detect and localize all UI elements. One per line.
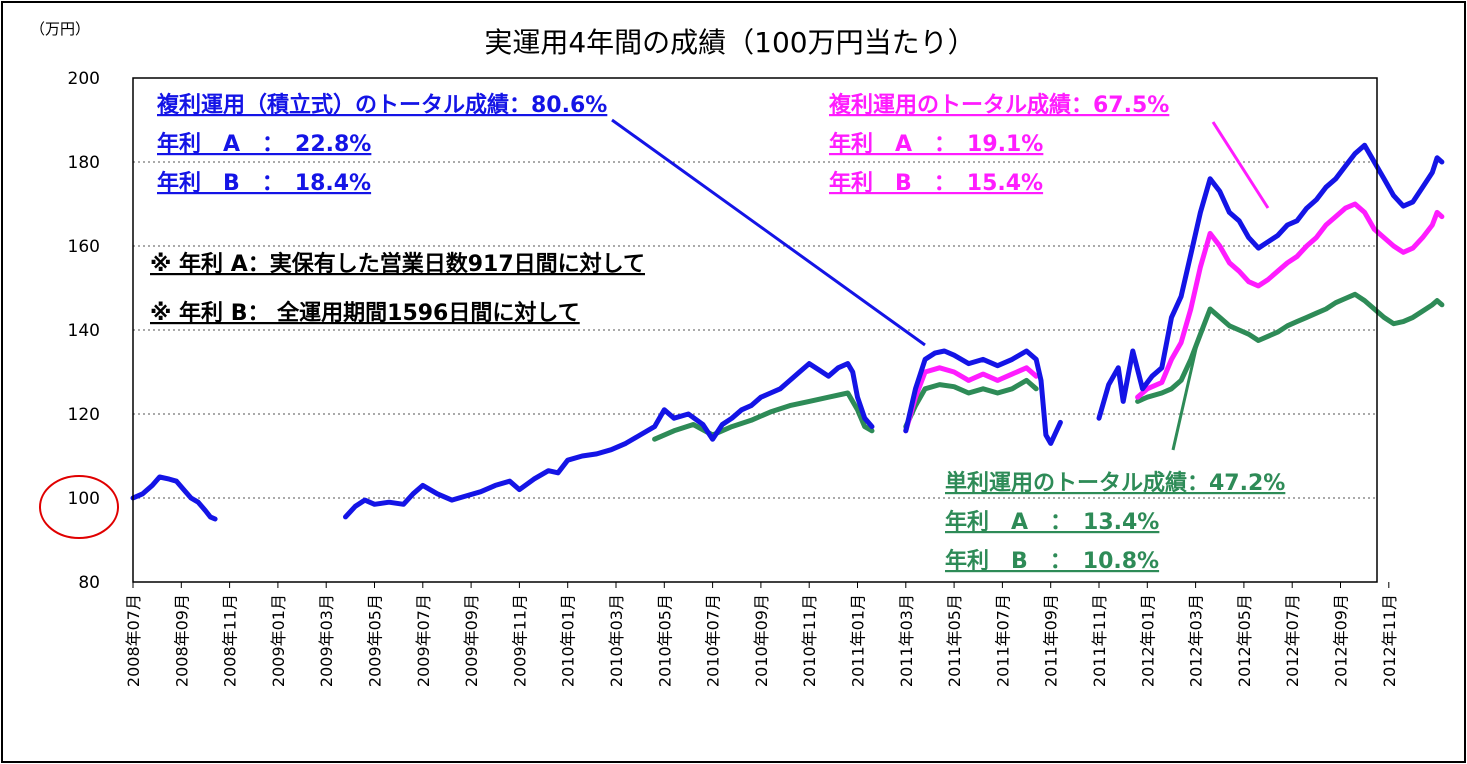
x-tick-label: 2009年03月 [317, 594, 336, 687]
annotation-compound-line-0: 複利運用のトータル成績：67.5% [829, 92, 1169, 118]
chart-title: 実運用4年間の成績（100万円当たり） [484, 26, 975, 59]
x-tick-label: 2011年03月 [897, 594, 916, 687]
x-tick-label: 2010年11月 [800, 594, 819, 687]
y-axis-ticks: 80 100 120 140 160 180 200 [68, 69, 100, 593]
annotation-compound-accum-line-0: 複利運用（積立式）のトータル成績：80.6% [157, 92, 607, 118]
annotation-compound-line-2: 年利 B ： 15.4% [829, 170, 1043, 196]
x-tick-label: 2012年05月 [1235, 594, 1254, 687]
y-tick-label: 80 [78, 573, 100, 593]
grid [133, 161, 1377, 499]
x-tick-label: 2012年03月 [1187, 594, 1206, 687]
highlight-100-circle [39, 475, 119, 539]
annotations: 複利運用（積立式）のトータル成績：80.6% 年利 A ： 22.8% 年利 B ：… [150, 92, 1285, 574]
y-tick-label: 120 [68, 405, 100, 425]
x-tick-label: 2011年01月 [849, 594, 868, 687]
annotation-simple-line-2: 年利 B ： 10.8% [945, 548, 1159, 574]
x-tick-label: 2012年11月 [1380, 594, 1399, 687]
y-unit-label: （万円） [30, 20, 90, 38]
x-tick-label: 2010年07月 [704, 594, 723, 687]
x-tick-label: 2008年11月 [221, 594, 240, 687]
annotation-simple-line-1: 年利 A ： 13.4% [945, 509, 1159, 535]
annotation-compound-accum-line-1: 年利 A ： 22.8% [157, 131, 371, 157]
annotation-notes-line-0: ※ 年利 A：実保有した営業日数917日間に対して [150, 251, 645, 277]
y-tick-label: 180 [68, 153, 100, 173]
pointer-compound-accum [611, 118, 926, 347]
y-tick-label: 200 [68, 69, 100, 89]
y-tick-label: 140 [68, 321, 100, 341]
x-tick-label: 2011年05月 [945, 594, 964, 687]
series-line-1 [903, 201, 1445, 434]
x-tick-label: 2012年01月 [1138, 594, 1157, 687]
annotation-simple-line-0: 単利運用のトータル成績：47.2% [945, 470, 1285, 496]
x-tick-label: 2009年11月 [510, 594, 529, 687]
series-line-2 [652, 291, 1445, 442]
x-tick-label: 2011年09月 [1042, 594, 1061, 687]
x-tick-label: 2010年01月 [559, 594, 578, 687]
annotation-compound-accum-line-2: 年利 B ： 18.4% [157, 170, 371, 196]
x-tick-label: 2009年07月 [414, 594, 433, 687]
y-tick-label: 100 [68, 489, 100, 509]
x-tick-label: 2012年07月 [1283, 594, 1302, 687]
x-tick-label: 2008年07月 [124, 594, 143, 687]
x-tick-label: 2012年09月 [1332, 594, 1351, 687]
x-tick-label: 2011年11月 [1090, 594, 1109, 687]
x-tick-label: 2010年03月 [607, 594, 626, 687]
plot-area [132, 77, 1378, 583]
pointer-compound [1211, 121, 1270, 209]
series-group [130, 142, 1445, 522]
x-tick-label: 2010年05月 [655, 594, 674, 687]
x-tick-label: 2008年09月 [172, 594, 191, 687]
x-tick-label: 2009年05月 [366, 594, 385, 687]
x-tick-label: 2009年09月 [462, 594, 481, 687]
x-tick-label: 2011年07月 [993, 594, 1012, 687]
y-tick-label: 160 [68, 237, 100, 257]
x-tick-label: 2010年09月 [752, 594, 771, 687]
pointer-simple [1171, 339, 1200, 451]
annotation-compound-line-1: 年利 A ： 19.1% [829, 131, 1043, 157]
x-axis-ticks: 2008年07月 2008年09月 2008年11月 2009年01月 2009年03月… [124, 582, 1399, 687]
series-line-0 [130, 142, 1445, 522]
annotation-pointers [611, 118, 1270, 451]
x-tick-label: 2009年01月 [269, 594, 288, 687]
annotation-notes-line-1: ※ 年利 B： 全運用期間1596日間に対して [150, 300, 580, 326]
